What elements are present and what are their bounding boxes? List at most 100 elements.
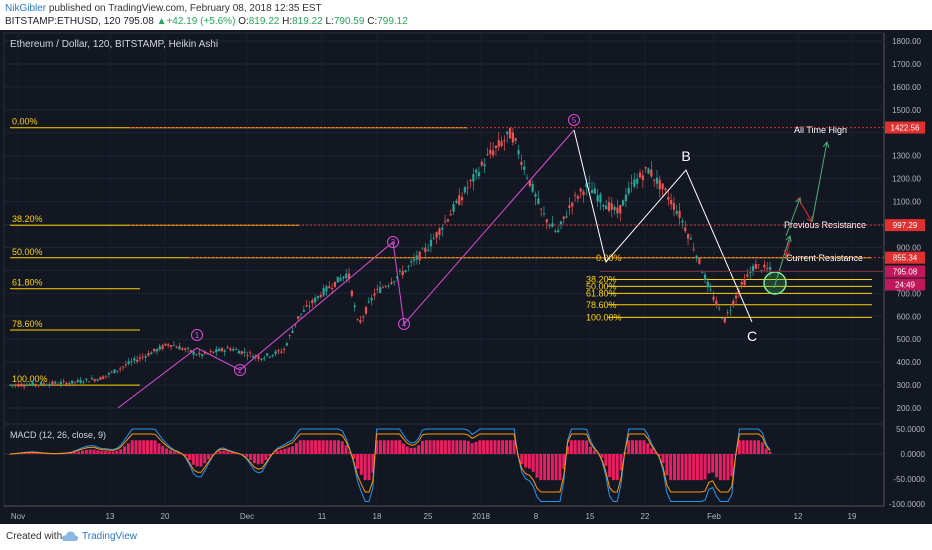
macd-histogram-bar	[165, 448, 169, 454]
candle-body	[664, 188, 667, 191]
macd-histogram-bar	[31, 452, 35, 454]
candle-body	[17, 384, 20, 387]
candle-body	[288, 335, 291, 336]
macd-histogram-bar	[673, 454, 677, 481]
candle-body	[184, 348, 187, 350]
candle-body	[28, 384, 31, 385]
fib-small-label: 100.00%	[586, 312, 622, 322]
candle-body	[364, 307, 368, 314]
last-price-tag	[885, 265, 925, 278]
candle-body	[630, 182, 633, 184]
candle-body	[141, 356, 144, 358]
macd-histogram-bar	[153, 440, 157, 454]
author-link[interactable]: NikGibler	[5, 3, 47, 14]
high-value: 819.22	[292, 16, 323, 27]
candle-body	[51, 381, 54, 385]
candle-body	[681, 220, 684, 223]
candle-body	[723, 317, 726, 323]
candle-body	[209, 351, 212, 352]
macd-tick-label: 50.0000	[896, 425, 925, 434]
macd-histogram-bar	[493, 440, 497, 454]
macd-histogram-bar	[489, 440, 493, 454]
macd-histogram-bar	[42, 453, 46, 455]
macd-histogram-bar	[161, 446, 165, 454]
candle-body	[8, 384, 12, 386]
candle-body	[82, 382, 85, 384]
up-triangle-icon: ▲	[156, 16, 167, 27]
candle-body	[449, 214, 452, 216]
macd-histogram-bar	[726, 454, 730, 481]
price-tag-label: 997.29	[893, 221, 918, 230]
chart-area[interactable]: 0.00% 38.20% 50.00% 61.80% 78.60% 100.00% 0.00…	[0, 30, 932, 524]
candle-body	[119, 368, 122, 370]
candle-body	[483, 164, 486, 167]
candle-body	[229, 348, 232, 351]
candle-body	[712, 296, 715, 300]
candle-body	[381, 287, 385, 289]
candle-body	[438, 228, 441, 235]
candle-body	[339, 278, 342, 281]
candle-body	[582, 191, 585, 196]
candle-body	[610, 203, 613, 210]
x-tick-label: 19	[848, 512, 857, 521]
candle-body	[554, 230, 557, 232]
candle-body	[692, 248, 695, 250]
projection-arrow	[785, 239, 791, 257]
candle-body	[531, 184, 534, 192]
chart-canvas[interactable]: 0.00%38.20%50.00%61.80%78.60%100.00%0.00…	[0, 30, 932, 524]
macd-histogram-bar	[730, 454, 734, 477]
y-tick-label: 1600.00	[892, 83, 921, 92]
candle-body	[172, 345, 175, 346]
x-tick-label: 12	[794, 512, 803, 521]
chart-title: Ethereum / Dollar, 120, BITSTAMP, Heikin…	[10, 39, 218, 50]
wave-label: 5	[572, 116, 577, 125]
projection-arrow	[797, 197, 813, 223]
candle-body	[130, 361, 133, 363]
y-tick-label: 200.00	[897, 404, 922, 413]
grid	[4, 33, 884, 506]
candle-body	[356, 319, 359, 321]
candle-body	[576, 196, 579, 199]
candle-body	[573, 194, 577, 196]
candle-body	[605, 205, 608, 210]
candle-body	[362, 316, 365, 318]
price-pane-border	[3, 32, 885, 425]
macd-histogram-bar	[73, 452, 77, 454]
macd-histogram-bar	[172, 451, 176, 454]
y-tick-label: 300.00	[897, 381, 922, 390]
candle-body	[751, 265, 755, 272]
macd-histogram-bar	[566, 446, 570, 454]
macd-histogram-bar	[23, 453, 27, 454]
candle-body	[147, 353, 150, 356]
macd-histogram-bar	[214, 452, 218, 454]
candle-body	[763, 264, 766, 268]
macd-histogram-bar	[653, 452, 657, 454]
tradingview-brand-link[interactable]: TradingView	[82, 531, 138, 542]
candle-body	[455, 200, 458, 203]
candle-body	[11, 384, 14, 386]
macd-histogram-bar	[394, 440, 398, 454]
candle-body	[136, 359, 139, 362]
macd-histogram-bar	[661, 454, 665, 464]
macd-histogram-bar	[749, 440, 753, 454]
macd-histogram-bar	[302, 440, 306, 454]
fib-large-label: 50.00%	[12, 247, 43, 257]
macd-histogram-bar	[474, 441, 478, 454]
candle-body	[350, 290, 353, 296]
ohlc-legend: BITSTAMP:ETHUSD, 120 795.08 ▲+42.19 (+5.…	[5, 16, 408, 27]
candle-body	[401, 271, 404, 276]
fib-large-label: 38.20%	[12, 214, 43, 224]
macd-histogram-bar	[107, 451, 111, 454]
macd-histogram-bar	[520, 454, 524, 464]
candle-body	[667, 197, 670, 200]
candle-body	[212, 351, 215, 353]
fib-small-label: 61.80%	[586, 288, 617, 298]
candle-body	[99, 376, 102, 380]
projection-arrow	[773, 235, 791, 289]
x-tick-label: 8	[534, 512, 539, 521]
macd-histogram-bar	[61, 453, 65, 455]
candle-body	[347, 273, 351, 279]
macd-line	[9, 428, 771, 502]
macd-histogram-bar	[550, 454, 554, 481]
published-text: published on TradingView.com, February 0…	[48, 3, 322, 14]
